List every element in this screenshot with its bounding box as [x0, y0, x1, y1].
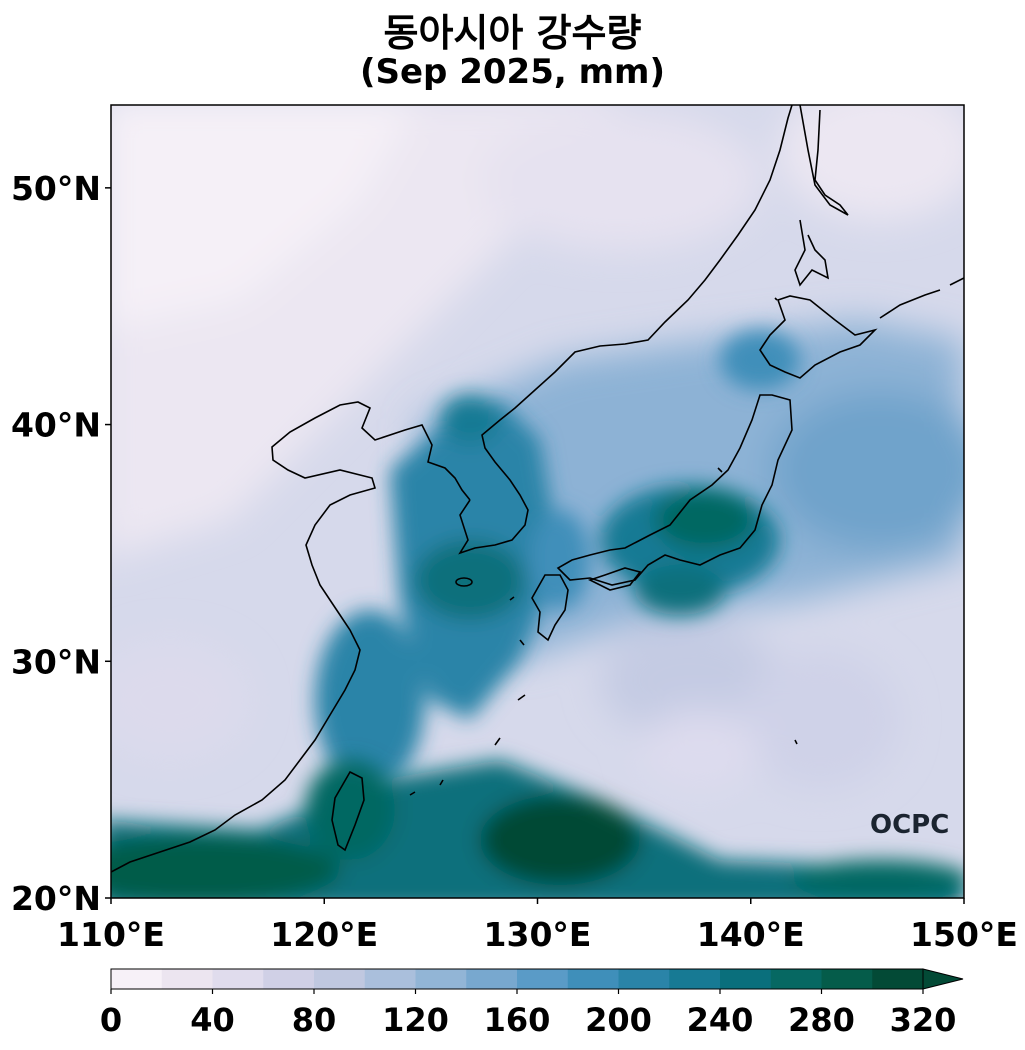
- precipitation-field: [111, 105, 964, 898]
- axis-ticks: 110°E 120°E 130°E 140°E 150°E 20°N 30°N 40°N 50°…: [11, 169, 1018, 954]
- x-tick-label: 150°E: [910, 915, 1018, 954]
- x-tick-label: 120°E: [270, 915, 378, 954]
- colorbar-tick-label: 160: [484, 1001, 551, 1039]
- colorbar: 0 40 80 120 160 200 240 280 320: [100, 968, 964, 1039]
- map-title: 동아시아 강수량: [383, 11, 642, 55]
- colorbar-bin: [364, 969, 416, 989]
- ocpc-watermark: OCPC: [870, 810, 949, 840]
- colorbar-tick-label: 120: [382, 1001, 449, 1039]
- colorbar-bin: [111, 969, 163, 989]
- colorbar-bin: [770, 969, 822, 989]
- y-tick-label: 20°N: [11, 879, 101, 918]
- colorbar-tick-label: 0: [100, 1001, 122, 1039]
- colorbar-bin: [720, 969, 772, 989]
- y-tick-label: 30°N: [11, 642, 101, 681]
- colorbar-bin: [263, 969, 315, 989]
- colorbar-tick-label: 80: [292, 1001, 337, 1039]
- colorbar-tick-label: 280: [788, 1001, 855, 1039]
- y-tick-label: 50°N: [11, 169, 101, 208]
- colorbar-bin: [567, 969, 619, 989]
- colorbar-tick-label: 320: [890, 1001, 957, 1039]
- colorbar-bin: [466, 969, 518, 989]
- y-tick-label: 40°N: [11, 406, 101, 445]
- colorbar-bin: [669, 969, 721, 989]
- colorbar-bin: [517, 969, 569, 989]
- colorbar-tick-label: 200: [585, 1001, 652, 1039]
- colorbar-bin: [314, 969, 366, 989]
- map-subtitle: (Sep 2025, mm): [359, 52, 666, 92]
- svg-text:OCPC: OCPC: [870, 810, 949, 840]
- colorbar-bin: [618, 969, 670, 989]
- x-tick-label: 130°E: [484, 915, 592, 954]
- x-tick-label: 140°E: [697, 915, 805, 954]
- colorbar-bin: [212, 969, 264, 989]
- colorbar-tick-label: 40: [190, 1001, 235, 1039]
- colorbar-bin: [415, 969, 467, 989]
- x-tick-label: 110°E: [57, 915, 165, 954]
- colorbar-tick-label: 240: [687, 1001, 754, 1039]
- colorbar-bin: [161, 969, 213, 989]
- colorbar-bin: [872, 969, 924, 989]
- colorbar-bin: [821, 969, 873, 989]
- coastlines: [111, 105, 964, 873]
- colorbar-extend-arrow: [922, 968, 964, 990]
